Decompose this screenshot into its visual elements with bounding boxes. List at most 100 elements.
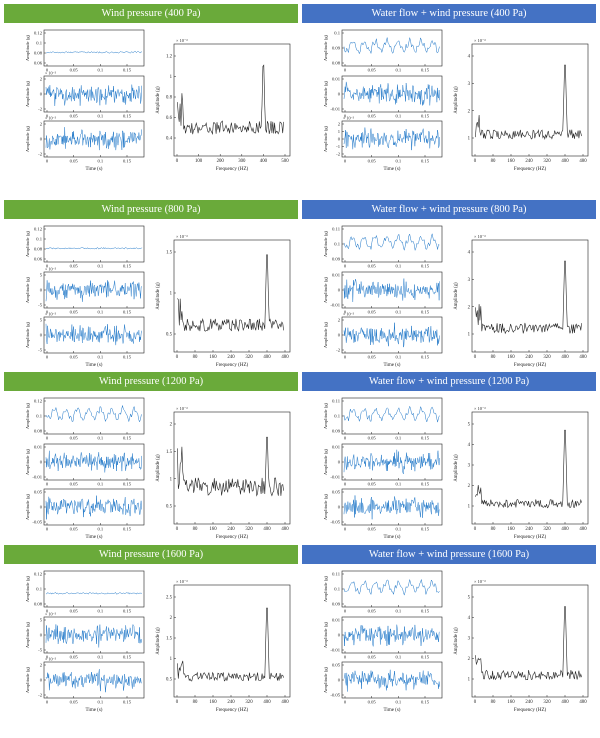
x-tick-label: 0 [344,114,347,119]
timeseries-subplot: 0.12 0.1 0.08 Amplitude (g) 0 0.05 0.1 0.15 [25,570,145,614]
y-tick-label: 0.05 [332,663,341,668]
y-tick-label: -2 [336,152,341,157]
spectrum-trace [475,260,582,335]
signal-trace [45,323,142,346]
x-tick-label: 80 [193,355,198,360]
timeseries-subplot: 0.11 0.1 0.09 Amplitude (g) 0 0.05 0.1 0.15 [323,225,443,269]
y-tick-label: 2 [40,77,43,82]
y-axis-label: Amplitude (g) [323,230,328,257]
y-tick-label: 0.5 [166,678,173,683]
y-tick-label: 0 [338,633,341,638]
x-axis-label: Frequency (HZ) [216,708,249,713]
x-tick-label: 0.1 [395,609,401,614]
y-tick-label: 5 [468,596,471,601]
panel-title: Wind pressure (1600 Pa) [4,545,298,564]
x-tick-label: 0.15 [421,609,430,614]
signal-trace [45,51,143,54]
x-tick-label: 480 [281,527,289,532]
y-tick-label: -0.01 [330,303,340,308]
signal-trace [45,624,142,648]
x-tick-label: 400 [561,527,569,532]
y-tick-label: 0.09 [332,602,341,607]
x-tick-label: 0 [344,159,347,164]
x-tick-label: 0 [46,609,49,614]
x-tick-label: 0.15 [123,436,132,441]
x-tick-label: 0.15 [123,355,132,360]
figure-panel: Water flow + wind pressure (1600 Pa) 0.11… [302,545,596,725]
y-tick-label: 1 [468,333,471,338]
figure-panel: Water flow + wind pressure (400 Pa) 0.1 0.… [302,4,596,184]
signal-trace [45,84,142,107]
panel-title: Water flow + wind pressure (400 Pa) [302,4,596,23]
y-tick-label: 3 [468,278,471,283]
x-tick-label: 0.1 [97,700,103,705]
y-tick-label: -5 [38,648,43,653]
y-tick-label: 2 [338,318,341,323]
x-tick-label: 0 [176,355,179,360]
x-tick-label: 0.05 [70,527,79,532]
x-axis-label: Frequency (HZ) [216,167,249,172]
y-tick-label: 5 [40,318,43,323]
spectrum-subplot: × 10⁻³ Amplitude (g) 1.2 1 0.8 0.6 0.4 0 100 200 3… [156,38,291,172]
y-axis-label: Amplitude (g) [454,627,459,655]
spectrum-frame [471,43,589,157]
y-tick-label: 0.5 [166,505,173,510]
x-tick-label: 0.1 [395,310,401,315]
x-tick-label: 0.15 [123,700,132,705]
exponent-label: × 10⁻³ [474,234,486,239]
y-tick-label: 0 [338,678,341,683]
x-tick-label: 0.15 [421,482,430,487]
x-tick-label: 0.05 [70,609,79,614]
spectrum-trace [177,254,284,332]
y-tick-label: 2 [170,423,173,428]
y-tick-label: 0.01 [34,445,43,450]
exponent-label: × 10⁻³ [343,312,355,317]
signal-trace [343,278,440,302]
x-tick-label: 0 [474,527,477,532]
x-tick-label: 0.1 [97,655,103,660]
y-tick-label: 1.5 [166,450,173,455]
spectrum-frame [173,239,291,353]
y-tick-label: 0 [40,333,43,338]
x-tick-label: 0.05 [368,527,377,532]
y-axis-label: Amplitude (g) [323,125,328,152]
panel-title: Wind pressure (1200 Pa) [4,372,298,391]
x-axis-label: Frequency (HZ) [514,708,547,713]
signal-trace [343,36,440,55]
y-tick-label: 0 [40,505,43,510]
x-tick-label: 80 [491,700,496,705]
y-tick-label: 0.11 [332,572,341,577]
x-tick-label: 0.15 [421,355,430,360]
y-tick-label: 0.1 [36,41,42,46]
x-tick-label: 400 [260,159,268,164]
y-tick-label: 2 [40,122,43,127]
y-axis-label: Amplitude (g) [25,80,30,107]
y-tick-label: 0 [338,333,341,338]
y-axis-label: Amplitude (g) [454,454,459,482]
x-tick-label: 400 [561,700,569,705]
y-tick-label: 0.1 [36,414,42,419]
y-tick-label: 0.01 [332,273,341,278]
y-tick-label: 0.12 [34,399,43,404]
x-tick-label: 500 [281,159,289,164]
x-axis-label: Frequency (HZ) [514,167,547,172]
y-tick-label: 2.5 [166,596,173,601]
exponent-label: × 10⁻³ [474,38,486,43]
spectrum-subplot: × 10⁻³ Amplitude (g) 1.5 1 0.5 0 80 160 240 320 40… [156,234,291,368]
x-tick-label: 0 [474,355,477,360]
x-tick-label: 0 [46,114,49,119]
subplot-frame [341,397,443,435]
x-tick-label: 0 [344,264,347,269]
y-tick-label: -0.01 [330,475,340,480]
x-tick-label: 400 [263,700,271,705]
y-axis-label: Amplitude (g) [25,125,30,152]
y-tick-label: 3 [468,82,471,87]
spectrum-trace [475,64,582,141]
y-tick-label: 0.1 [334,242,340,247]
y-tick-label: 0 [40,288,43,293]
